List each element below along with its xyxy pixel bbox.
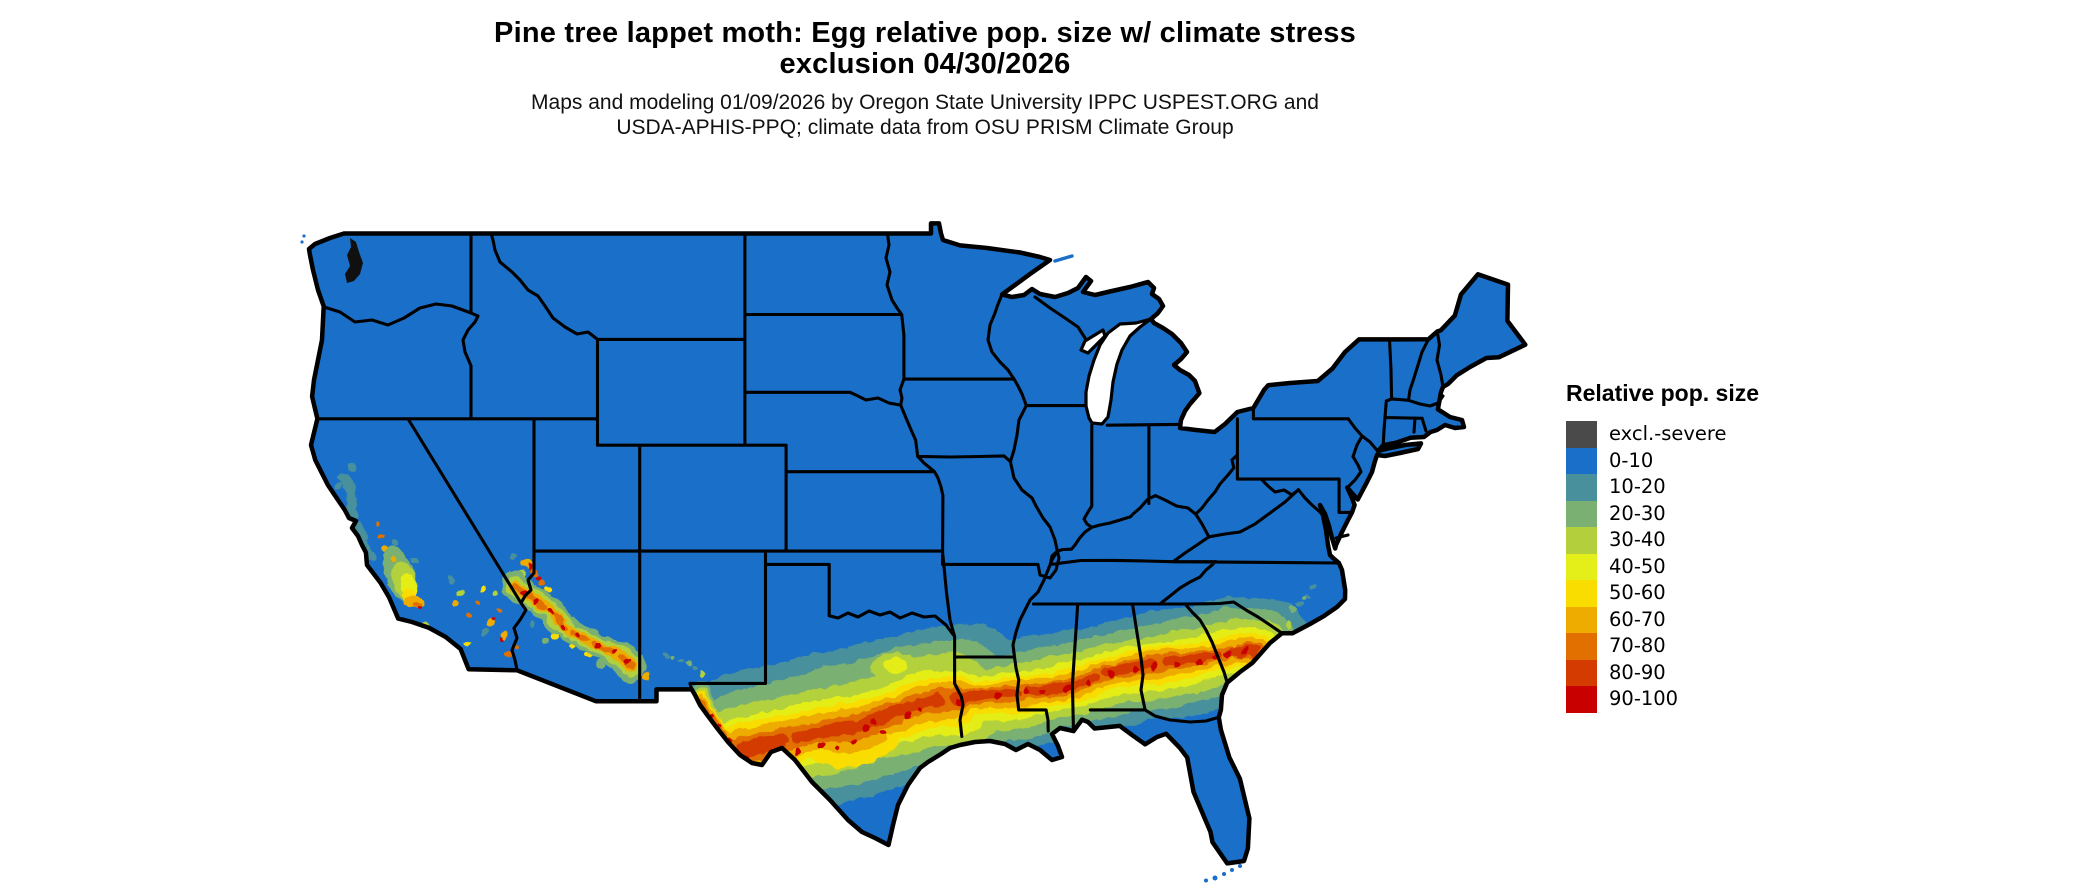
map-subtitle-line1: Maps and modeling 01/09/2026 by Oregon S…: [531, 91, 1319, 114]
legend-label: 50-60: [1609, 581, 1666, 604]
legend-item-3: 20-30: [1566, 500, 1866, 527]
legend-item-8: 70-80: [1566, 633, 1866, 660]
legend-swatch: [1566, 553, 1597, 580]
legend-swatch: [1566, 421, 1597, 448]
florida-keys: [300, 234, 1242, 883]
legend-label: 40-50: [1609, 554, 1666, 578]
map-subtitle: Maps and modeling 01/09/2026 by Oregon S…: [325, 90, 1525, 140]
legend-label: excl.-severe: [1609, 422, 1727, 445]
legend-swatch: [1566, 527, 1597, 554]
legend-label: 60-70: [1609, 607, 1666, 631]
isle-royale: [1053, 254, 1074, 263]
legend-label: 70-80: [1609, 634, 1666, 657]
state-borders: [315, 231, 1445, 738]
legend-item-9: 80-90: [1566, 659, 1866, 686]
legend-title: Relative pop. size: [1566, 380, 1760, 406]
legend-item-7: 60-70: [1566, 606, 1866, 633]
legend-item-1: 0-10: [1566, 447, 1866, 474]
map-title: Pine tree lappet moth: Egg relative pop.…: [325, 18, 1525, 80]
legend-label: 10-20: [1609, 475, 1666, 498]
legend-item-4: 30-40: [1566, 527, 1866, 554]
legend-swatch: [1566, 606, 1597, 633]
legend-swatch: [1566, 633, 1597, 660]
green-bay: [1079, 328, 1107, 355]
legend-label: 20-30: [1609, 501, 1666, 525]
legend-swatch: [1566, 447, 1597, 474]
legend-item-2: 10-20: [1566, 474, 1866, 501]
legend-label: 0-10: [1609, 448, 1654, 472]
legend-swatch: [1566, 500, 1597, 527]
legend-item-6: 50-60: [1566, 580, 1866, 607]
legend-label: 80-90: [1609, 660, 1666, 684]
puget-sound: [345, 238, 363, 283]
legend-swatch: [1566, 659, 1597, 686]
legend-swatch: [1566, 686, 1597, 713]
legend-label: 90-100: [1609, 687, 1679, 710]
legend-item-10: 90-100: [1566, 686, 1866, 713]
map-title-line1: Pine tree lappet moth: Egg relative pop.…: [494, 17, 1356, 49]
legend-rows: excl.-severe 0-10 10-20 20-30 30-40 40-50 50-6…: [1566, 421, 1866, 713]
legend-item-5: 40-50: [1566, 553, 1866, 580]
legend-item-0: excl.-severe: [1566, 421, 1866, 448]
legend: Relative pop. size excl.-severe 0-10 10-20…: [1566, 380, 1866, 713]
map-title-line2: exclusion 04/30/2026: [779, 48, 1071, 80]
legend-label: 30-40: [1609, 528, 1666, 551]
legend-swatch: [1566, 474, 1597, 501]
legend-swatch: [1566, 580, 1597, 607]
lake-michigan: [1084, 317, 1153, 426]
map-subtitle-line2: USDA-APHIS-PPQ; climate data from OSU PR…: [616, 116, 1234, 139]
